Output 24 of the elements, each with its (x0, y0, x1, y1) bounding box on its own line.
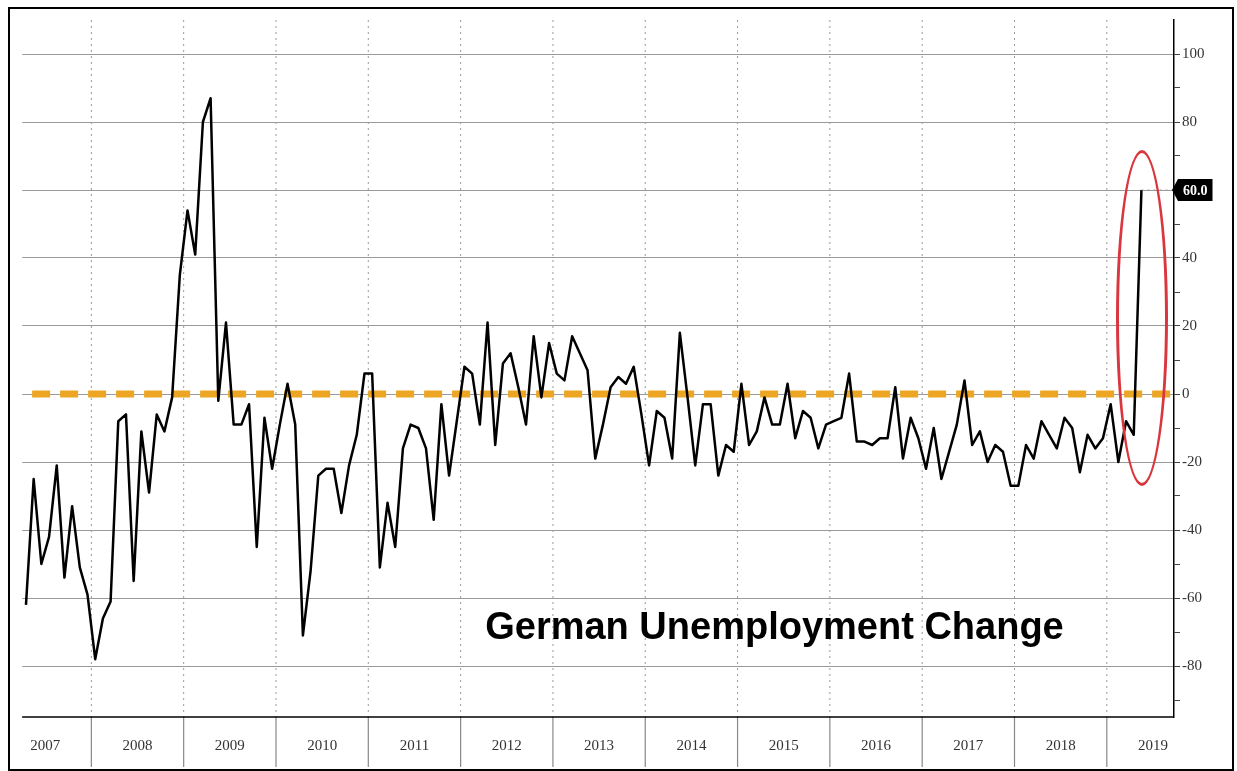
x-tick-label: 2017 (953, 736, 984, 753)
x-tick-label: 2011 (399, 736, 430, 753)
x-tick-label: 2018 (1045, 736, 1076, 753)
y-tick-label: -20 (1182, 452, 1202, 469)
y-tick-label: 100 (1182, 44, 1205, 61)
annotation: 60.0 (1183, 182, 1208, 198)
y-tick-label: 80 (1182, 112, 1197, 129)
y-tick-label: -40 (1182, 520, 1202, 537)
x-tick-label: 2015 (768, 736, 799, 753)
x-tick-label: 2014 (676, 736, 707, 753)
x-tick-label: 2019 (1137, 736, 1168, 753)
x-tick-label: 2007 (30, 736, 61, 753)
x-tick-label: 2009 (214, 736, 245, 753)
x-tick-label: 2016 (861, 736, 892, 753)
x-tick-label: 2010 (307, 736, 338, 753)
y-tick-label: -60 (1182, 588, 1202, 605)
text: German Unemployment Change (485, 605, 1064, 648)
x-tick-label: 2008 (122, 736, 153, 753)
y-tick-label: 20 (1182, 316, 1197, 333)
y-tick-label: -80 (1182, 656, 1202, 673)
y-tick-label: 40 (1182, 248, 1197, 265)
y-tick-label: 0 (1182, 384, 1190, 401)
x-tick-label: 2012 (491, 736, 522, 753)
x-tick-label: 2013 (584, 736, 615, 753)
